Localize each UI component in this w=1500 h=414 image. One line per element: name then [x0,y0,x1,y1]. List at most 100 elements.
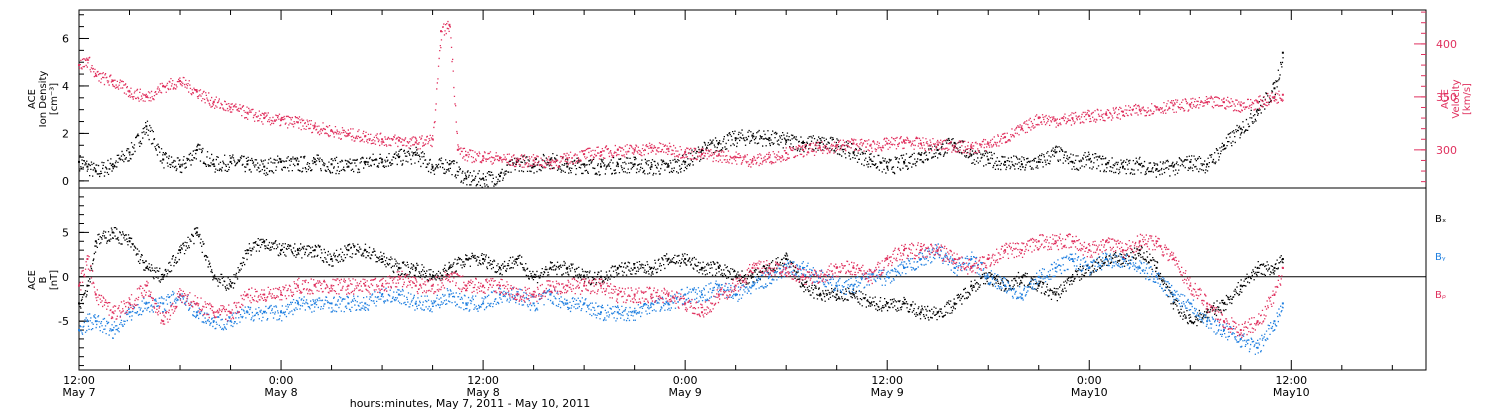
by-point [599,311,602,314]
bz-point [128,302,131,305]
bz-point [566,284,569,287]
date-tick-label: May 9 [871,386,904,399]
density-point [1256,108,1259,111]
by-point [1071,258,1074,261]
bx-point [448,266,451,269]
bz-point [212,311,215,314]
by-point [498,293,501,296]
by-point [734,293,737,296]
by-point [700,293,703,296]
bx-point [1222,302,1225,305]
by-point [667,302,670,305]
bx-point [263,240,266,243]
by-point [195,311,198,314]
bz-point [1206,302,1209,305]
bx-point [179,249,182,252]
bz-point [1020,249,1023,252]
bz-point [667,293,670,296]
bz-point [1155,240,1158,243]
density-point [599,165,602,168]
panel2-frame [78,187,1427,371]
bx-point [953,302,956,305]
velocity-point [280,119,283,122]
bx-point [414,266,417,269]
density-point [633,163,636,166]
velocity-tick-label: 350 [1436,91,1457,104]
bx-point [94,240,97,243]
bx-point [549,266,552,269]
velocity-point [1121,110,1124,113]
legend-by: Bᵧ [1435,252,1446,263]
bx-point [482,258,485,261]
density-tick-label: 4 [62,80,69,93]
by-point [1121,258,1124,261]
density-point [111,163,114,166]
bx-point [364,249,367,252]
bx-point [128,240,131,243]
velocity-point [86,58,89,61]
velocity-point [1037,117,1040,120]
velocity-point [482,155,485,158]
density-point [1222,144,1225,147]
bz-cloud [79,233,1284,339]
velocity-point [751,159,754,162]
velocity-point [1105,112,1108,115]
by-point [212,320,215,323]
bz-point [1138,240,1141,243]
bz-point [953,258,956,261]
bx-point [1189,320,1192,323]
bz-point [616,293,619,296]
bx-point [751,275,754,278]
density-point [515,160,518,163]
bx-point [717,266,720,269]
velocity-point [1088,114,1091,117]
bz-point [633,293,636,296]
by-point [330,302,333,305]
by-point [970,258,973,261]
density-point [1071,160,1074,163]
bx-point [1256,266,1259,269]
density-point [1054,151,1057,154]
bz-point [751,266,754,269]
density-point [1004,160,1007,163]
by-point [280,311,283,314]
time-tick-label: 12:00 [871,374,903,387]
density-point [78,160,80,163]
by-point [162,302,165,305]
by-point [364,302,367,305]
density-velocity-data [78,20,1284,188]
density-point [179,165,182,168]
velocity-tick-label: 300 [1436,144,1457,157]
density-point [1037,160,1040,163]
by-point [397,293,400,296]
velocity-point [431,138,434,141]
time-axis-label: hours:minutes, May 7, 2011 - May 10, 201… [350,397,591,410]
bz-point [1088,249,1091,252]
velocity-point [599,150,602,153]
bz-point [431,284,434,287]
velocity-point [684,150,687,153]
bz-point [903,249,906,252]
by-point [566,302,569,305]
by-point [296,302,299,305]
by-point [987,275,990,278]
by-point [86,320,89,323]
bz-point [532,293,535,296]
bz-point [583,284,586,287]
by-point [78,329,80,332]
bx-point [818,293,821,296]
bz-point [835,266,838,269]
velocity-point [1189,103,1192,106]
density-tick-label: 6 [62,32,69,45]
velocity-point [1239,104,1242,107]
bz-point [987,258,990,261]
bz-point [549,284,552,287]
by-point [650,302,653,305]
time-tick-label: 0:00 [1077,374,1102,387]
velocity-point [94,74,97,77]
bz-point [179,293,182,296]
by-point [111,329,114,332]
velocity-point [919,142,922,145]
bx-point [616,266,619,269]
